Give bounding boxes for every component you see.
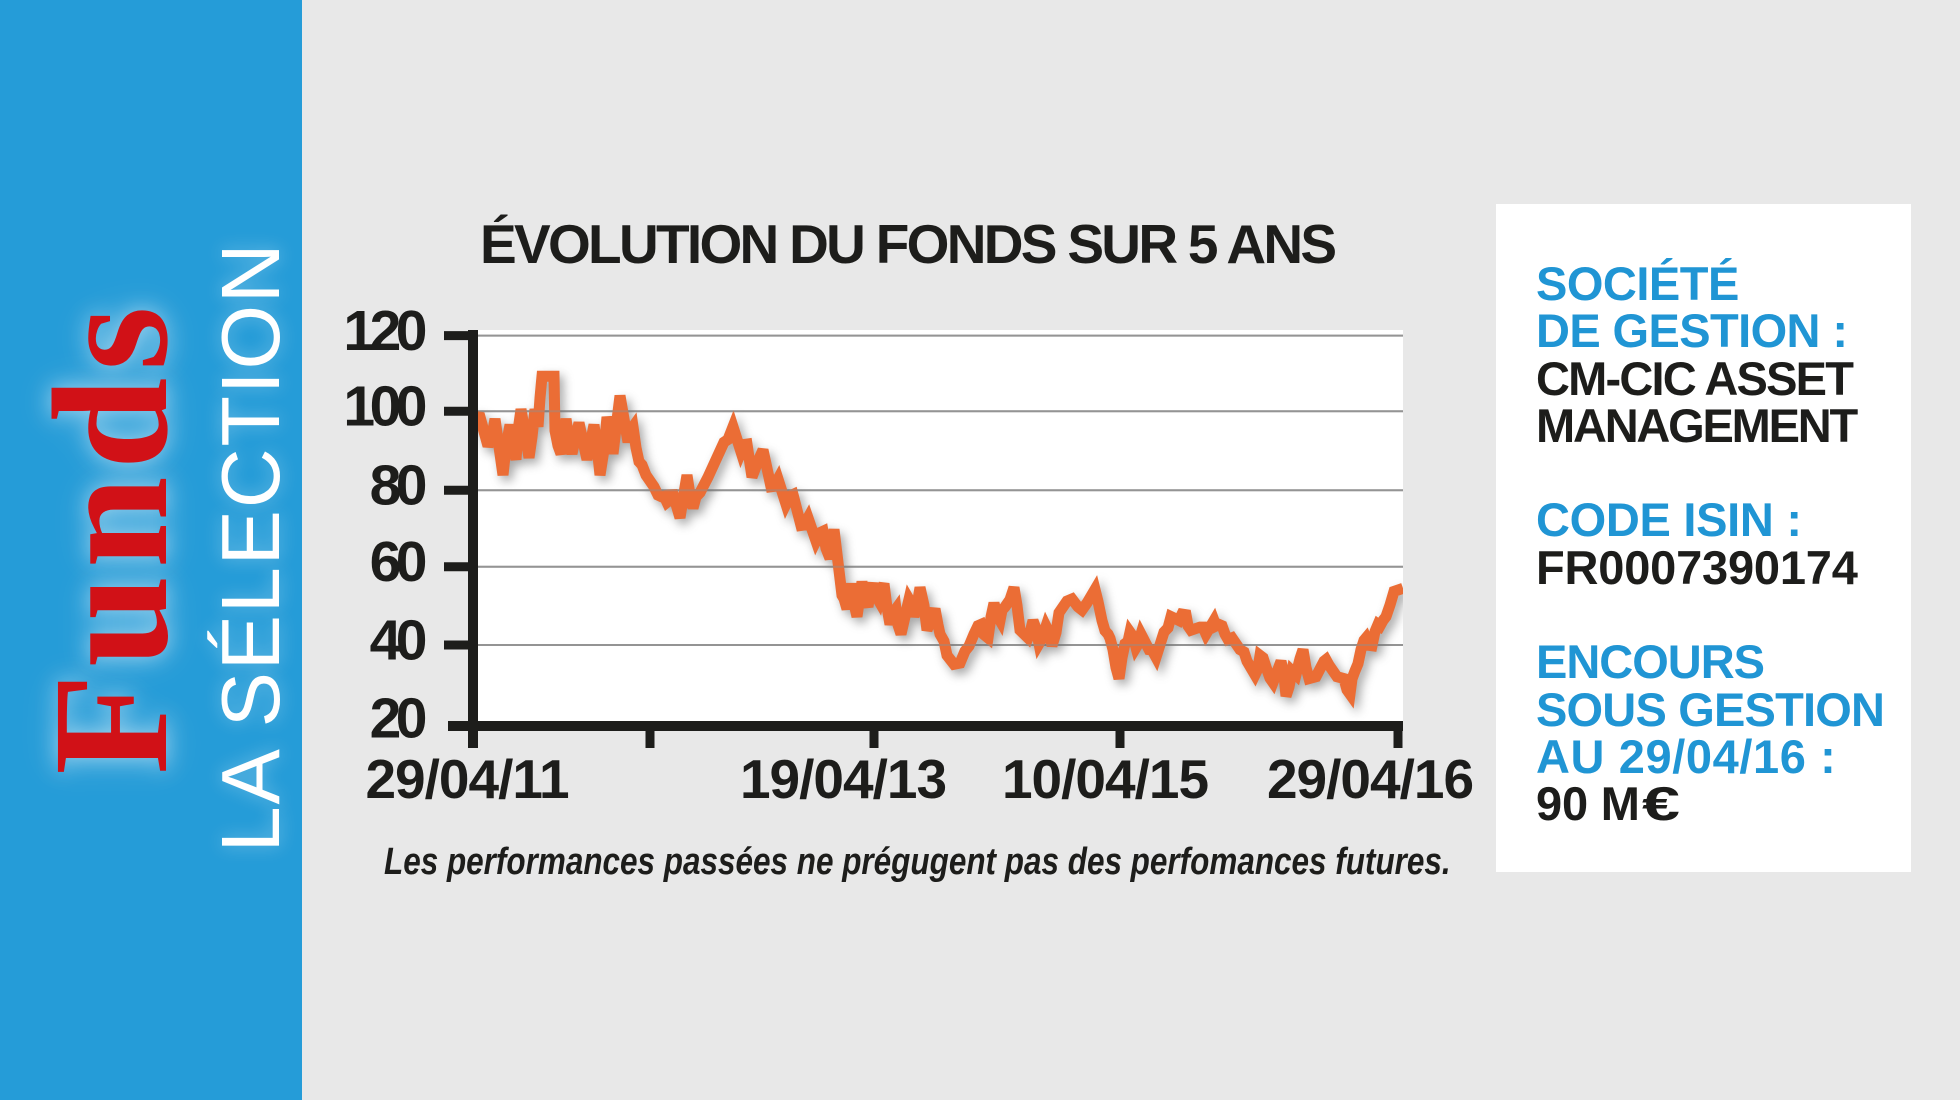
- svg-text:10/04/15: 10/04/15: [1002, 748, 1209, 810]
- svg-text:29/04/16: 29/04/16: [1267, 748, 1473, 810]
- svg-text:40: 40: [370, 608, 426, 672]
- svg-text:120: 120: [343, 299, 425, 363]
- svg-text:29/04/11: 29/04/11: [365, 748, 568, 810]
- svg-text:60: 60: [370, 530, 426, 594]
- svg-text:20: 20: [370, 687, 426, 751]
- svg-text:19/04/13: 19/04/13: [740, 748, 946, 810]
- svg-text:100: 100: [343, 375, 425, 439]
- svg-text:80: 80: [370, 454, 426, 518]
